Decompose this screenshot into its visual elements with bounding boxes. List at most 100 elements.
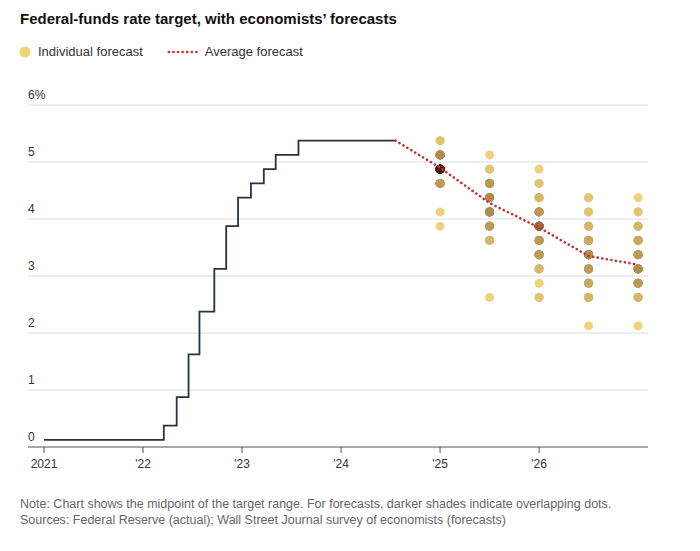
forecast-dot — [584, 264, 593, 273]
forecast-dot — [634, 293, 643, 302]
forecast-dot — [535, 207, 544, 216]
forecast-dot — [436, 222, 445, 231]
forecast-dot — [584, 293, 593, 302]
forecast-dot — [584, 264, 593, 273]
forecast-dot — [634, 222, 643, 231]
forecast-dot — [634, 207, 643, 216]
forecast-dot — [436, 179, 445, 188]
forecast-dot — [535, 250, 544, 259]
forecast-dot — [634, 279, 643, 288]
forecast-dot — [485, 150, 494, 159]
forecast-dot — [634, 279, 643, 288]
forecast-dot — [485, 207, 494, 216]
forecast-dot — [584, 279, 593, 288]
x-axis — [44, 446, 648, 447]
forecast-dot — [436, 150, 445, 159]
forecast-dot — [485, 193, 494, 202]
forecast-dot — [485, 193, 494, 202]
forecast-dot — [634, 293, 643, 302]
forecast-dot — [436, 136, 445, 145]
forecast-dot — [436, 179, 445, 188]
forecast-dot — [634, 250, 643, 259]
forecast-dot — [485, 222, 494, 231]
title: Federal-funds rate target, with economis… — [20, 10, 397, 27]
forecast-dot — [584, 236, 593, 245]
x-tick — [242, 447, 243, 453]
legend-swatch — [20, 47, 31, 58]
forecast-dot — [634, 264, 643, 273]
x-tick-label: '22 — [135, 457, 151, 471]
grid-line — [28, 276, 648, 277]
forecast-dot — [485, 179, 494, 188]
forecast-dot — [485, 236, 494, 245]
forecast-dot — [584, 293, 593, 302]
y-tick-label: 3 — [28, 259, 35, 273]
forecast-dot — [535, 293, 544, 302]
y-tick-label: 6% — [28, 88, 46, 102]
forecast-dot — [436, 150, 445, 159]
forecast-dot — [485, 193, 494, 202]
forecast-dot — [535, 236, 544, 245]
forecast-dot — [634, 264, 643, 273]
forecast-dot — [634, 250, 643, 259]
grid-line — [28, 390, 648, 391]
forecast-dot — [535, 293, 544, 302]
y-tick-label: 4 — [28, 202, 35, 216]
forecast-dot — [436, 150, 445, 159]
forecast-dot — [634, 236, 643, 245]
forecast-dot — [584, 279, 593, 288]
forecast-dot — [584, 222, 593, 231]
forecast-dot — [436, 136, 445, 145]
x-tick-label: '26 — [531, 457, 547, 471]
forecast-dot — [436, 150, 445, 159]
forecast-dot — [634, 222, 643, 231]
x-tick — [341, 447, 342, 453]
x-tick-label: '23 — [234, 457, 250, 471]
forecast-dot — [485, 207, 494, 216]
forecast-dot — [634, 264, 643, 273]
forecast-dot — [535, 207, 544, 216]
forecast-dot — [535, 250, 544, 259]
forecast-dot — [584, 279, 593, 288]
chart: Federal-funds rate target, with economis… — [0, 0, 700, 551]
forecast-dot — [634, 279, 643, 288]
forecast-dot — [485, 179, 494, 188]
note: Note: Chart shows the midpoint of the ta… — [20, 497, 611, 511]
source: Sources: Federal Reserve (actual); Wall … — [20, 513, 506, 527]
forecast-dot — [485, 222, 494, 231]
forecast-dot — [485, 193, 494, 202]
forecast-dot — [535, 207, 544, 216]
forecast-dot — [535, 279, 544, 288]
forecast-dot — [436, 179, 445, 188]
forecast-dot — [634, 193, 643, 202]
legend-label: Individual forecast — [38, 44, 143, 59]
forecast-dot — [485, 193, 494, 202]
forecast-dot — [535, 236, 544, 245]
forecast-dot — [584, 193, 593, 202]
forecast-dot — [436, 179, 445, 188]
forecast-dot — [584, 264, 593, 273]
forecast-dot — [634, 250, 643, 259]
forecast-dot — [485, 207, 494, 216]
x-tick-label: '25 — [432, 457, 448, 471]
forecast-dot — [634, 236, 643, 245]
forecast-dot — [485, 207, 494, 216]
x-tick — [440, 447, 441, 453]
forecast-dot — [584, 264, 593, 273]
forecast-dot — [634, 279, 643, 288]
forecast-dot — [634, 279, 643, 288]
forecast-dot — [485, 179, 494, 188]
forecast-dot — [485, 293, 494, 302]
forecast-dot — [584, 279, 593, 288]
average-line — [396, 141, 639, 265]
grid-line — [28, 162, 648, 163]
forecast-dot — [535, 193, 544, 202]
forecast-dot — [485, 179, 494, 188]
forecast-dot — [584, 222, 593, 231]
forecast-dot — [485, 207, 494, 216]
forecast-dot — [584, 236, 593, 245]
forecast-dot — [436, 179, 445, 188]
forecast-dot — [535, 236, 544, 245]
forecast-dot — [634, 321, 643, 330]
forecast-dot — [634, 264, 643, 273]
